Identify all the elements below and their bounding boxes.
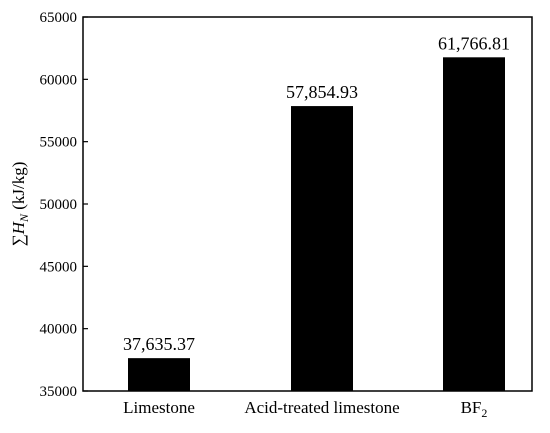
data-label: 61,766.81	[438, 33, 510, 53]
x-tick-label: Acid-treated limestone	[244, 398, 399, 417]
labels-group: 37,635.37 Limestone 57,854.93 Acid-treated …	[123, 33, 510, 420]
y-tick-label: 40000	[40, 322, 78, 338]
y-ticks-group: 35000 40000 45000 50000 55000 60000 65000	[40, 10, 88, 400]
plot-frame	[82, 16, 533, 392]
bars-group	[128, 57, 505, 392]
y-tick-label: 35000	[40, 384, 78, 400]
bar	[291, 106, 353, 392]
y-axis-title: ∑HN (kJ/kg)	[9, 162, 31, 247]
x-tick-label: BF2	[461, 398, 488, 420]
data-label: 37,635.37	[123, 334, 195, 354]
data-label: 57,854.93	[286, 82, 358, 102]
y-tick-label: 65000	[40, 10, 78, 26]
y-tick-label: 45000	[40, 259, 78, 275]
y-tick-label: 55000	[40, 135, 78, 151]
y-tick-label: 50000	[40, 197, 78, 213]
y-tick-label: 60000	[40, 72, 78, 88]
x-tick-label: Limestone	[123, 398, 195, 417]
bar	[128, 358, 190, 391]
bar	[443, 57, 505, 392]
